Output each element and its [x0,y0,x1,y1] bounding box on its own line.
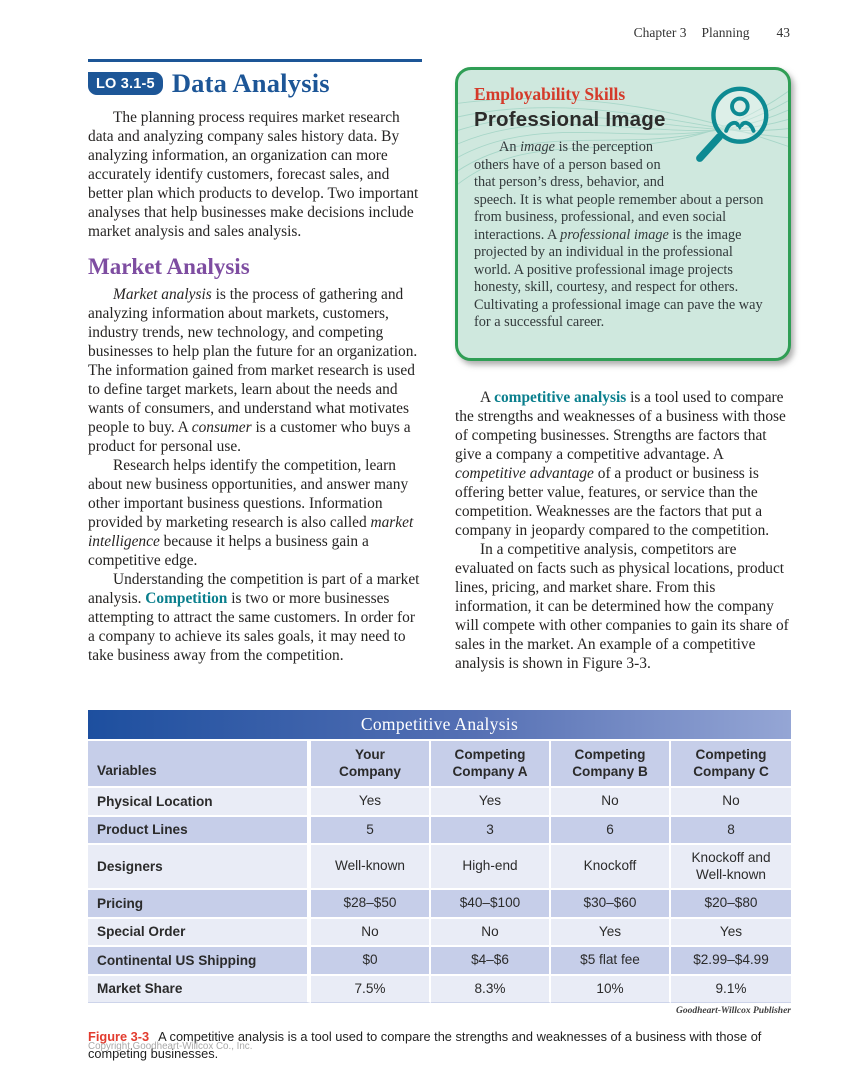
competitive-paragraph-2: In a competitive analysis, competitors a… [455,541,789,672]
table-cell: Yes [551,916,671,945]
table-cell: $20–$80 [671,888,791,917]
table-row: Designers Well-known High-end Knockoff Knock… [88,843,791,888]
table-cell: 9.1% [671,973,791,1003]
table-cell: 7.5% [311,973,431,1003]
table-cell: 6 [551,814,671,843]
figure-label: Figure 3-3 [88,1029,150,1044]
table-header-row: Variables Your Company Competing Company A… [88,739,791,786]
left-column: LO 3.1-5 Data Analysis The planning proc… [88,59,422,665]
copyright-line: Copyright Goodheart-Willcox Co., Inc. [88,1041,253,1052]
column-header: Competing Company C [671,739,791,786]
column-header: Variables [88,739,311,786]
skills-title: Professional Image [474,108,666,131]
competitive-analysis-table: Variables Your Company Competing Company A… [88,739,791,1003]
table-cell: High-end [431,843,551,888]
market-analysis-heading: Market Analysis [88,254,250,279]
intro-paragraph: The planning process requires market res… [88,109,419,240]
table-cell: $2.99–$4.99 [671,945,791,974]
row-label: Market Share [88,973,311,1003]
table-cell: No [311,916,431,945]
table-row: Market Share 7.5% 8.3% 10% 9.1% [88,973,791,1003]
table-cell: $40–$100 [431,888,551,917]
skills-body: An image is the perception others have o… [474,139,772,332]
competitive-paragraph-1: A competitive analysis is a tool used to… [455,389,786,539]
table-cell: 8 [671,814,791,843]
table-cell: 8.3% [431,973,551,1003]
table-cell: Knockoff [551,843,671,888]
table-cell: 5 [311,814,431,843]
column-header: Your Company [311,739,431,786]
right-column: A competitive analysis is a tool used to… [455,388,792,673]
section-heading: LO 3.1-5 Data Analysis [88,68,422,99]
publisher-credit: Goodheart-Willcox Publisher [676,1006,791,1016]
figure-caption: Figure 3-3 A competitive analysis is a to… [88,1028,791,1062]
page-title: Data Analysis [171,68,330,98]
table-title-bar: Competitive Analysis [88,710,791,739]
column-header: Competing Company A [431,739,551,786]
table-cell: No [551,786,671,815]
table-row: Product Lines 5 3 6 8 [88,814,791,843]
section-label: Planning [701,25,750,40]
skills-kicker: Employability Skills [474,84,626,104]
table-cell: $30–$60 [551,888,671,917]
table-cell: No [431,916,551,945]
table-cell: Well-known [311,843,431,888]
table-cell: Yes [671,916,791,945]
figure-caption-text: A competitive analysis is a tool used to… [88,1029,762,1061]
table-row: Continental US Shipping $0 $4–$6 $5 flat fe… [88,945,791,974]
column-header: Competing Company B [551,739,671,786]
market-paragraph-3: Understanding the competition is part of… [88,571,420,664]
table-row: Pricing $28–$50 $40–$100 $30–$60 $20–$80 [88,888,791,917]
chapter-label: Chapter 3 [633,25,687,40]
table-cell: 10% [551,973,671,1003]
market-paragraph-2: Research helps identify the competition,… [88,457,414,569]
table-cell: $28–$50 [311,888,431,917]
row-label: Designers [88,843,311,888]
table-cell: Yes [311,786,431,815]
table-cell: $4–$6 [431,945,551,974]
row-label: Physical Location [88,786,311,815]
table-row: Special Order No No Yes Yes [88,916,791,945]
heading-rule [88,59,422,62]
employability-skills-box: Employability Skills Professional Image … [455,67,791,361]
figure-3-3: Competitive Analysis Variables Your Compa… [88,710,791,1062]
market-paragraph-1: Market analysis is the process of gather… [88,286,418,455]
row-label: Continental US Shipping [88,945,311,974]
table-cell: 3 [431,814,551,843]
row-label: Special Order [88,916,311,945]
page-number: 43 [776,25,791,40]
learning-objective-badge: LO 3.1-5 [88,72,163,95]
row-label: Product Lines [88,814,311,843]
table-cell: No [671,786,791,815]
row-label: Pricing [88,888,311,917]
table-cell: Knockoff and Well-known [671,843,791,888]
table-cell: Yes [431,786,551,815]
icon-float-spacer [674,139,772,181]
table-cell: $0 [311,945,431,974]
table-cell: $5 flat fee [551,945,671,974]
table-body: Physical Location Yes Yes No No Product Lines… [88,786,791,1003]
page-header: Chapter 3 Planning 43 [634,25,790,41]
table-row: Physical Location Yes Yes No No [88,786,791,815]
